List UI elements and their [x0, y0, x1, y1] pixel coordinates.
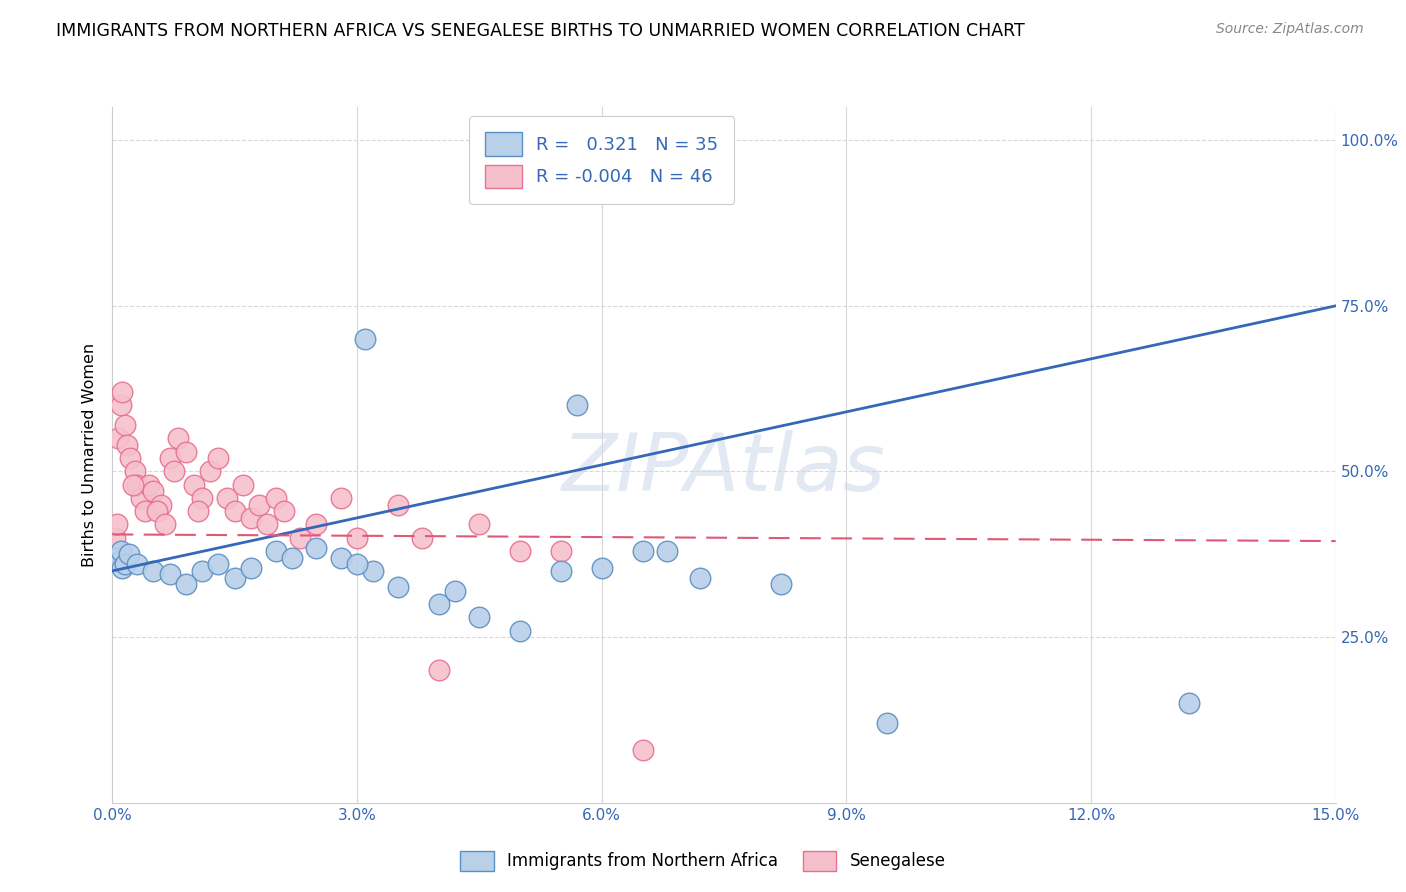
Point [114, 418, 136, 433]
Point [191, 564, 214, 578]
Point [155, 517, 177, 532]
Point [411, 531, 433, 545]
Text: ZIPAtlas: ZIPAtlas [562, 430, 886, 508]
Point [591, 560, 613, 574]
Point [207, 558, 229, 572]
Point [104, 531, 127, 545]
Point [187, 504, 209, 518]
Point [108, 554, 131, 568]
Point [444, 583, 467, 598]
Point [631, 743, 654, 757]
Point [142, 484, 165, 499]
Point [273, 504, 295, 518]
Point [264, 544, 287, 558]
Point [114, 558, 136, 572]
Point [689, 570, 711, 584]
Point [363, 564, 385, 578]
Point [346, 558, 368, 572]
Point [159, 567, 181, 582]
Point [631, 544, 654, 558]
Legend: Immigrants from Northern Africa, Senegalese: Immigrants from Northern Africa, Senegal… [451, 842, 955, 880]
Point [120, 451, 142, 466]
Point [107, 431, 129, 445]
Text: Source: ZipAtlas.com: Source: ZipAtlas.com [1216, 22, 1364, 37]
Point [550, 544, 572, 558]
Y-axis label: Births to Unmarried Women: Births to Unmarried Women [82, 343, 97, 567]
Point [191, 491, 214, 505]
Point [134, 504, 156, 518]
Point [281, 550, 304, 565]
Point [125, 558, 148, 572]
Point [174, 444, 197, 458]
Point [146, 504, 169, 518]
Point [346, 531, 368, 545]
Point [224, 504, 246, 518]
Point [129, 491, 152, 505]
Point [163, 465, 186, 479]
Point [427, 663, 450, 677]
Point [305, 517, 328, 532]
Point [655, 544, 678, 558]
Point [240, 511, 263, 525]
Point [468, 610, 491, 624]
Point [122, 477, 145, 491]
Point [111, 560, 134, 574]
Text: IMMIGRANTS FROM NORTHERN AFRICA VS SENEGALESE BIRTHS TO UNMARRIED WOMEN CORRELAT: IMMIGRANTS FROM NORTHERN AFRICA VS SENEG… [56, 22, 1025, 40]
Point [264, 491, 287, 505]
Point [550, 564, 572, 578]
Point [150, 498, 173, 512]
Legend: R =   0.321   N = 35, R = -0.004   N = 46: R = 0.321 N = 35, R = -0.004 N = 46 [470, 116, 734, 204]
Point [200, 465, 222, 479]
Point [240, 560, 263, 574]
Point [124, 465, 146, 479]
Point [387, 581, 409, 595]
Point [224, 570, 246, 584]
Point [232, 477, 254, 491]
Point [159, 451, 181, 466]
Point [329, 491, 352, 505]
Point [174, 577, 197, 591]
Point [329, 550, 352, 565]
Point [215, 491, 238, 505]
Point [468, 517, 491, 532]
Point [509, 624, 531, 638]
Point [118, 547, 141, 561]
Point [288, 531, 311, 545]
Point [183, 477, 205, 491]
Point [876, 716, 898, 731]
Point [256, 517, 278, 532]
Point [138, 477, 160, 491]
Point [1178, 697, 1201, 711]
Point [105, 550, 128, 565]
Point [166, 431, 188, 445]
Point [305, 541, 328, 555]
Point [115, 438, 138, 452]
Point [387, 498, 409, 512]
Point [247, 498, 270, 512]
Point [427, 597, 450, 611]
Point [354, 332, 377, 346]
Point [567, 398, 589, 412]
Point [110, 398, 132, 412]
Point [110, 544, 132, 558]
Point [207, 451, 229, 466]
Point [105, 517, 128, 532]
Point [125, 477, 148, 491]
Point [770, 577, 793, 591]
Point [142, 564, 165, 578]
Point [509, 544, 531, 558]
Point [111, 384, 134, 399]
